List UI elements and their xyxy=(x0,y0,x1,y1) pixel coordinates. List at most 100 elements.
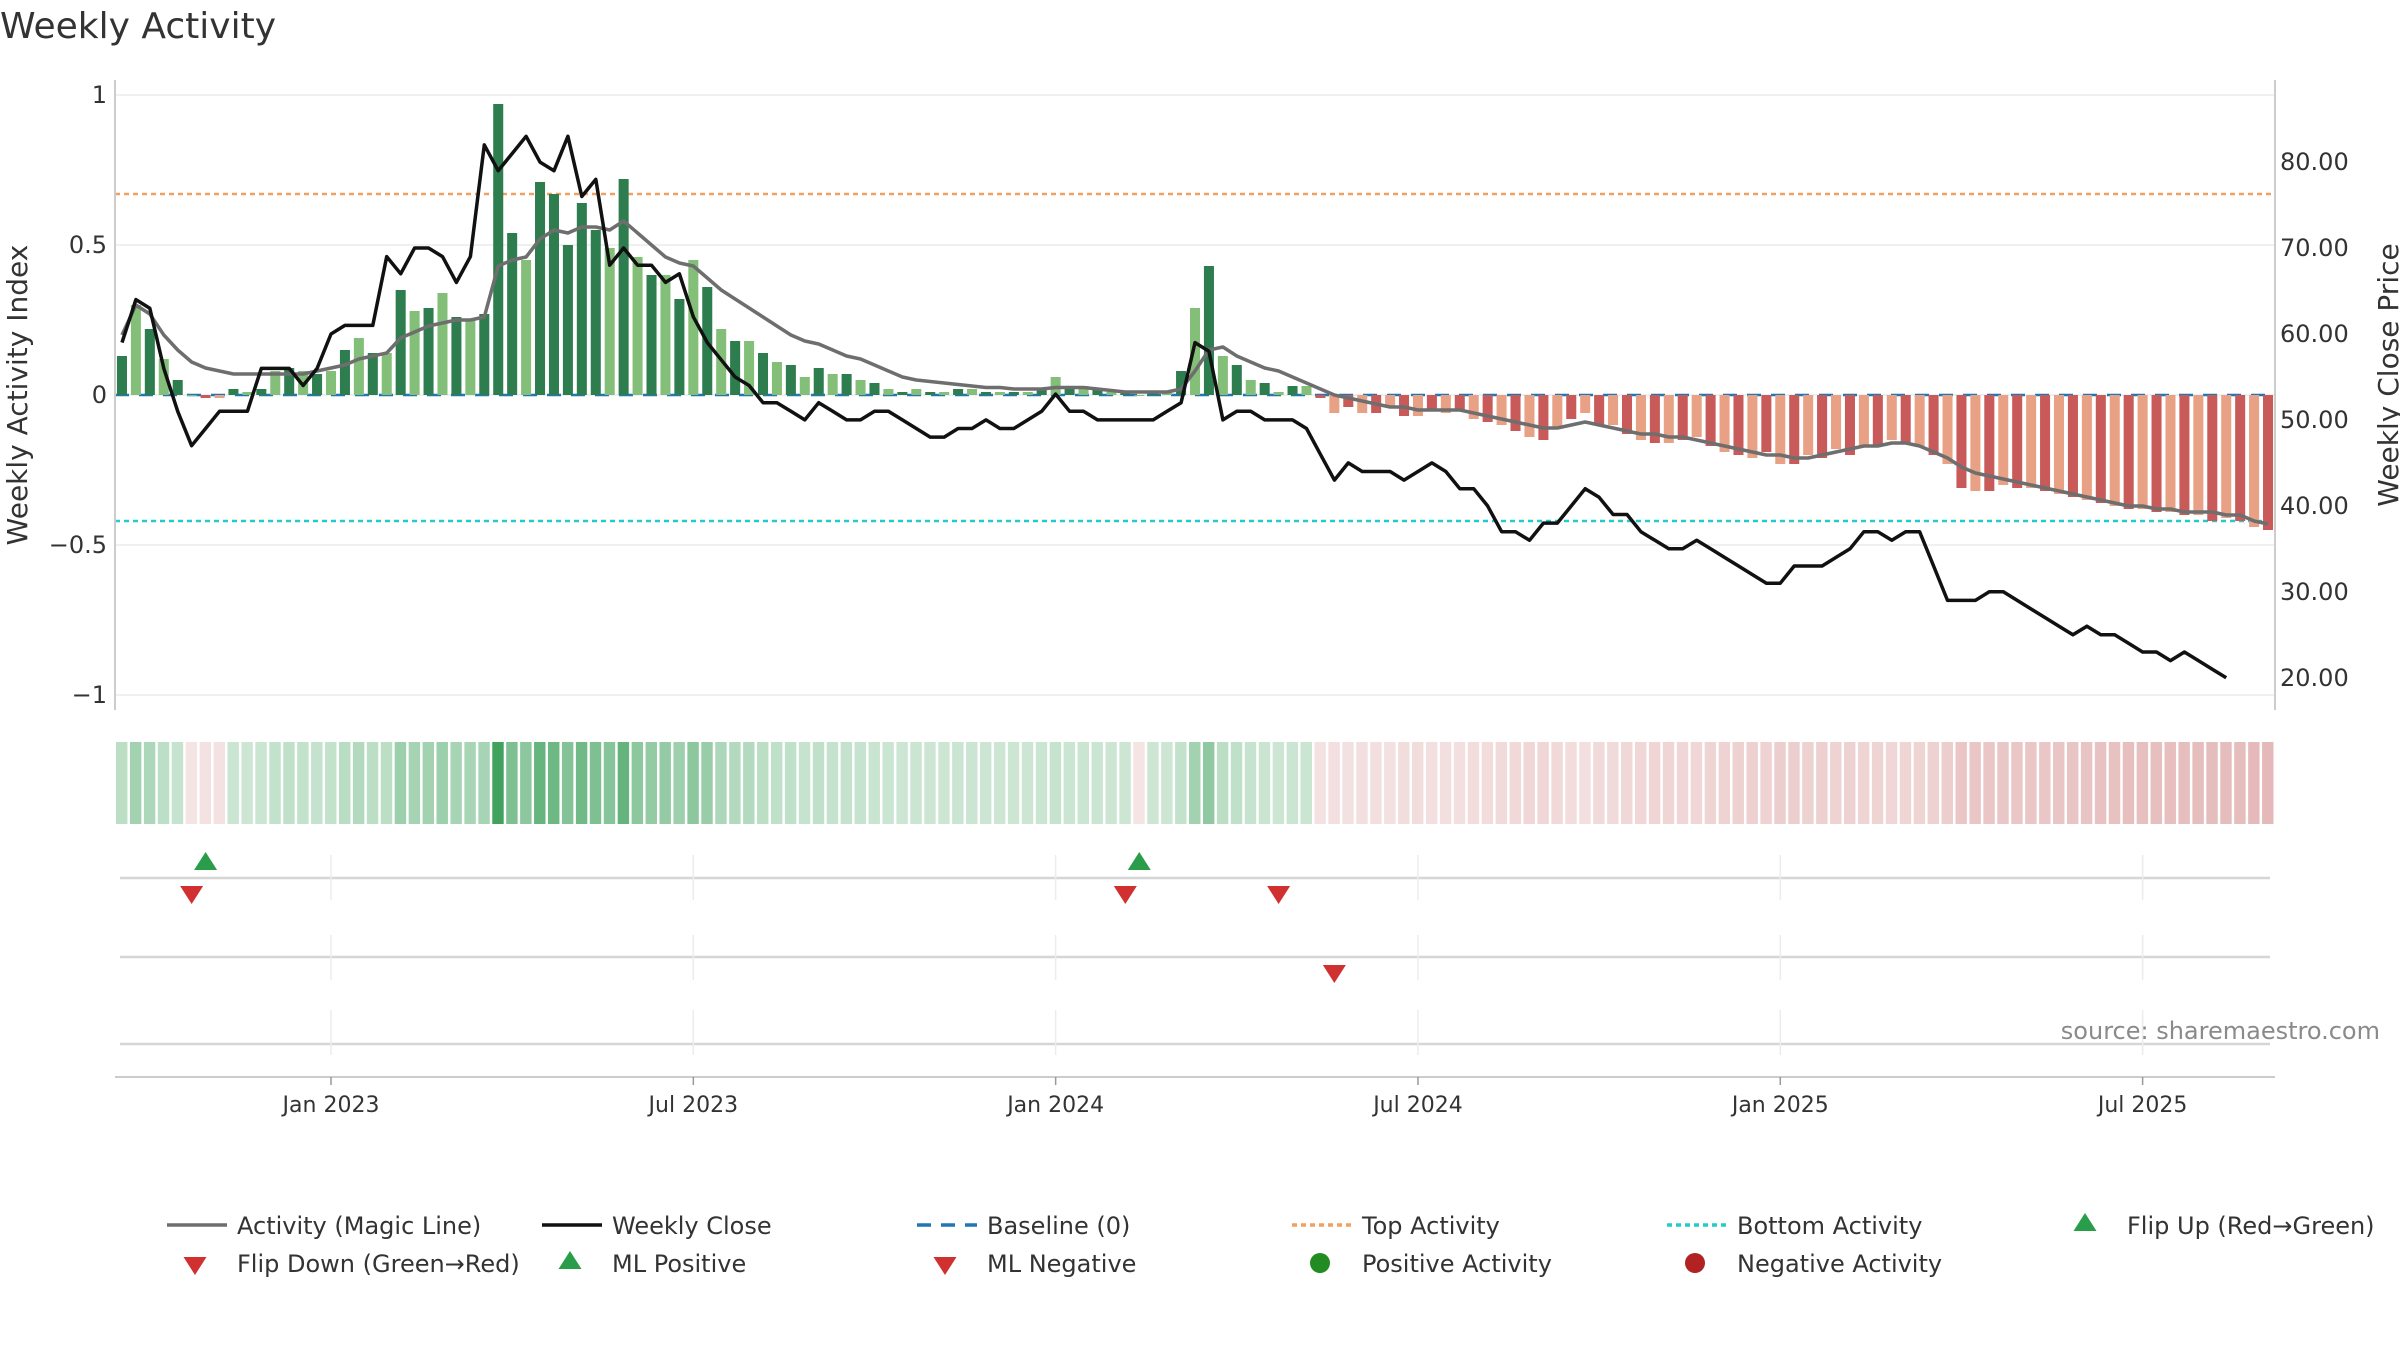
heat-cell xyxy=(199,742,212,824)
activity-bar xyxy=(1538,395,1549,440)
activity-bar xyxy=(2207,395,2218,521)
activity-bar xyxy=(1872,395,1883,446)
heat-cell xyxy=(868,742,880,824)
heat-cell xyxy=(910,742,922,824)
activity-bar xyxy=(312,374,323,395)
heat-cell xyxy=(116,742,128,824)
activity-bar xyxy=(576,203,587,395)
heat-cell xyxy=(1119,742,1131,824)
activity-bar xyxy=(1468,395,1479,419)
activity-bar xyxy=(897,392,908,395)
activity-bar xyxy=(1886,395,1897,440)
heat-cell xyxy=(1453,742,1466,824)
activity-bar xyxy=(967,389,978,395)
y2-tick-label: 40.00 xyxy=(2280,492,2349,520)
activity-bar xyxy=(590,230,601,395)
x-tick-label: Jul 2023 xyxy=(647,1093,739,1118)
heat-cell xyxy=(1593,742,1605,824)
y2-tick-label: 70.00 xyxy=(2280,234,2349,262)
activity-bar xyxy=(1203,266,1214,395)
activity-bar xyxy=(841,374,852,395)
heat-cell xyxy=(1202,742,1215,824)
activity-bar xyxy=(1817,395,1828,458)
heat-cell xyxy=(1802,742,1814,824)
heat-cell xyxy=(1760,742,1772,824)
heat-cell xyxy=(352,742,365,824)
heat-cell xyxy=(1258,742,1271,824)
heat-cell xyxy=(1509,742,1521,824)
activity-bar xyxy=(521,260,532,395)
heat-cell xyxy=(1704,742,1717,824)
activity-bar xyxy=(1510,395,1521,431)
heat-cell xyxy=(2234,742,2246,824)
heat-cell xyxy=(492,742,504,824)
legend-label: Negative Activity xyxy=(1737,1250,1942,1278)
heat-cell xyxy=(1398,742,1410,824)
heat-cell xyxy=(255,742,267,824)
activity-bar xyxy=(1566,395,1577,419)
activity-bar xyxy=(2040,395,2051,491)
heat-cell xyxy=(1370,742,1382,824)
heat-cell xyxy=(366,742,379,824)
activity-bar xyxy=(1649,395,1660,443)
heat-cell xyxy=(534,742,546,824)
y-tick-label: 0.5 xyxy=(69,231,107,259)
activity-bar xyxy=(186,395,197,396)
heat-cell xyxy=(854,742,867,824)
heat-cell xyxy=(227,742,239,824)
heat-cell xyxy=(659,742,671,824)
heat-cell xyxy=(2108,742,2121,824)
flip-down-marker xyxy=(180,886,204,904)
activity-bar xyxy=(1789,395,1800,464)
activity-bar xyxy=(2151,395,2162,512)
heat-cell xyxy=(1133,742,1145,824)
weekly-close-line xyxy=(120,134,2228,680)
heat-cell xyxy=(966,742,978,824)
heat-cell xyxy=(1969,742,1981,824)
activity-bar xyxy=(1231,365,1242,395)
activity-bar xyxy=(325,371,337,395)
activity-bar xyxy=(214,395,225,398)
heat-cell xyxy=(1091,742,1103,824)
legend-swatch xyxy=(558,1251,582,1269)
legend-label: Flip Down (Green→Red) xyxy=(237,1250,520,1278)
activity-bar xyxy=(2081,395,2092,500)
axes: 1 0.5 0 −0.5 −1 80.00 70.00 60.00 50.00 40.00 30.0… xyxy=(1,80,2400,710)
heat-cell xyxy=(2248,742,2260,824)
legend-swatch xyxy=(1310,1253,1330,1273)
activity-bar xyxy=(1008,392,1019,395)
activity-bar xyxy=(799,377,810,395)
heat-cell xyxy=(1774,742,1786,824)
activity-bar xyxy=(507,233,518,395)
heat-cell xyxy=(2262,742,2274,824)
activity-bar xyxy=(2123,395,2134,509)
heat-cell xyxy=(1244,742,1257,824)
heat-cell xyxy=(1495,742,1508,824)
heat-cell xyxy=(575,742,588,824)
activity-bar xyxy=(1524,395,1535,437)
heat-cell xyxy=(1523,742,1535,824)
activity-bar xyxy=(953,389,964,395)
activity-bar xyxy=(1691,395,1702,437)
activity-bar xyxy=(256,389,267,395)
heat-cell xyxy=(812,742,825,824)
heat-cell xyxy=(143,742,156,824)
heat-cell xyxy=(450,742,462,824)
heat-cell xyxy=(1885,742,1898,824)
legend: Activity (Magic Line) Weekly Close Baselin… xyxy=(167,1212,2375,1278)
heat-cell xyxy=(1481,742,1494,824)
y2-tick-label: 30.00 xyxy=(2280,578,2349,606)
activity-bar xyxy=(2109,395,2120,506)
legend-label: ML Positive xyxy=(612,1250,746,1278)
heat-cell xyxy=(408,742,421,824)
activity-bar xyxy=(1092,389,1103,395)
activity-bar xyxy=(116,356,127,395)
heat-cell xyxy=(380,742,393,824)
heat-cell xyxy=(171,742,184,824)
legend-item: Baseline (0) xyxy=(917,1212,1130,1240)
activity-bar xyxy=(1803,395,1814,455)
heat-cell xyxy=(283,742,295,824)
activity-bar xyxy=(270,371,281,395)
activity-bar xyxy=(744,341,755,395)
activity-bar xyxy=(353,338,364,395)
